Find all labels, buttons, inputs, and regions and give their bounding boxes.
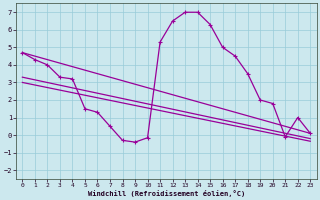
X-axis label: Windchill (Refroidissement éolien,°C): Windchill (Refroidissement éolien,°C) [88, 190, 245, 197]
